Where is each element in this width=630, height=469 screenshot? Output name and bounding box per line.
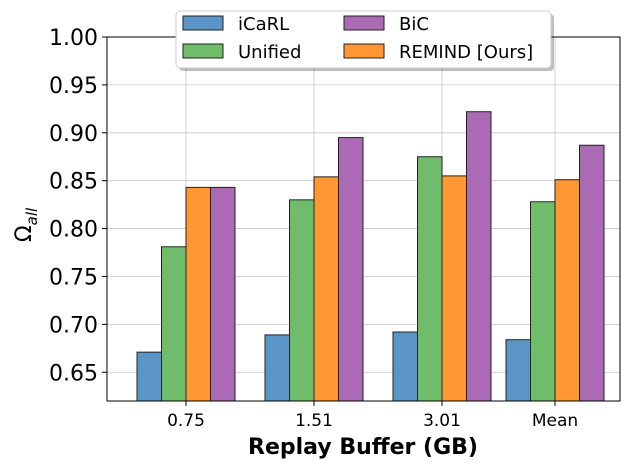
y-axis-label: Ωall	[12, 207, 41, 242]
y-tick-label: 0.80	[49, 218, 98, 243]
legend: iCaRL BiC Unified REMIND [Ours]	[175, 10, 554, 71]
x-tick-label: 1.51	[295, 411, 333, 431]
x-axis-label: Replay Buffer (GB)	[248, 435, 478, 460]
y-tick-label: 0.95	[49, 74, 98, 99]
y-tick-label: 1.00	[49, 26, 98, 51]
bar-bic-1	[338, 137, 364, 402]
x-tick-label: 0.75	[167, 411, 205, 431]
bar-bic-3	[579, 144, 605, 402]
y-tick-label: 0.65	[49, 361, 98, 386]
bar-remind-ours-2	[441, 175, 467, 402]
bar-unified-0	[161, 246, 187, 402]
bar-icarl-1	[264, 334, 290, 402]
legend-swatch	[343, 15, 385, 31]
x-tick-label: Mean	[532, 411, 578, 431]
legend-swatch	[343, 43, 385, 59]
legend-box	[175, 10, 552, 69]
y-tick-label: 0.85	[49, 170, 98, 195]
legend-swatch	[182, 15, 224, 31]
y-tick-label: 0.90	[49, 122, 98, 147]
bar-icarl-3	[505, 339, 531, 402]
x-tick-label: 3.01	[423, 411, 461, 431]
bar-unified-3	[530, 201, 556, 402]
y-tick-label: 0.70	[49, 313, 98, 338]
x-axis: 0.75 1.51 3.01 Mean	[167, 401, 578, 431]
legend-swatch	[182, 43, 224, 59]
bar-unified-2	[417, 156, 443, 402]
bar-remind-ours-0	[185, 186, 211, 402]
y-tick-label: 0.75	[49, 265, 98, 290]
bar-unified-1	[289, 199, 315, 402]
legend-label: Unified	[238, 42, 301, 63]
legend-label: BiC	[399, 14, 429, 35]
bar-remind-ours-3	[554, 179, 580, 402]
bar-bic-0	[210, 186, 236, 402]
bar-icarl-2	[392, 331, 418, 402]
y-axis: 0.65 0.70 0.75 0.80 0.85 0.90 0.95 1.00	[49, 26, 107, 386]
bar-icarl-0	[136, 351, 162, 402]
bar-remind-ours-1	[313, 176, 339, 402]
bar-bic-2	[466, 111, 492, 402]
legend-label: REMIND [Ours]	[399, 42, 533, 63]
bars	[136, 111, 605, 402]
legend-label: iCaRL	[238, 14, 289, 35]
